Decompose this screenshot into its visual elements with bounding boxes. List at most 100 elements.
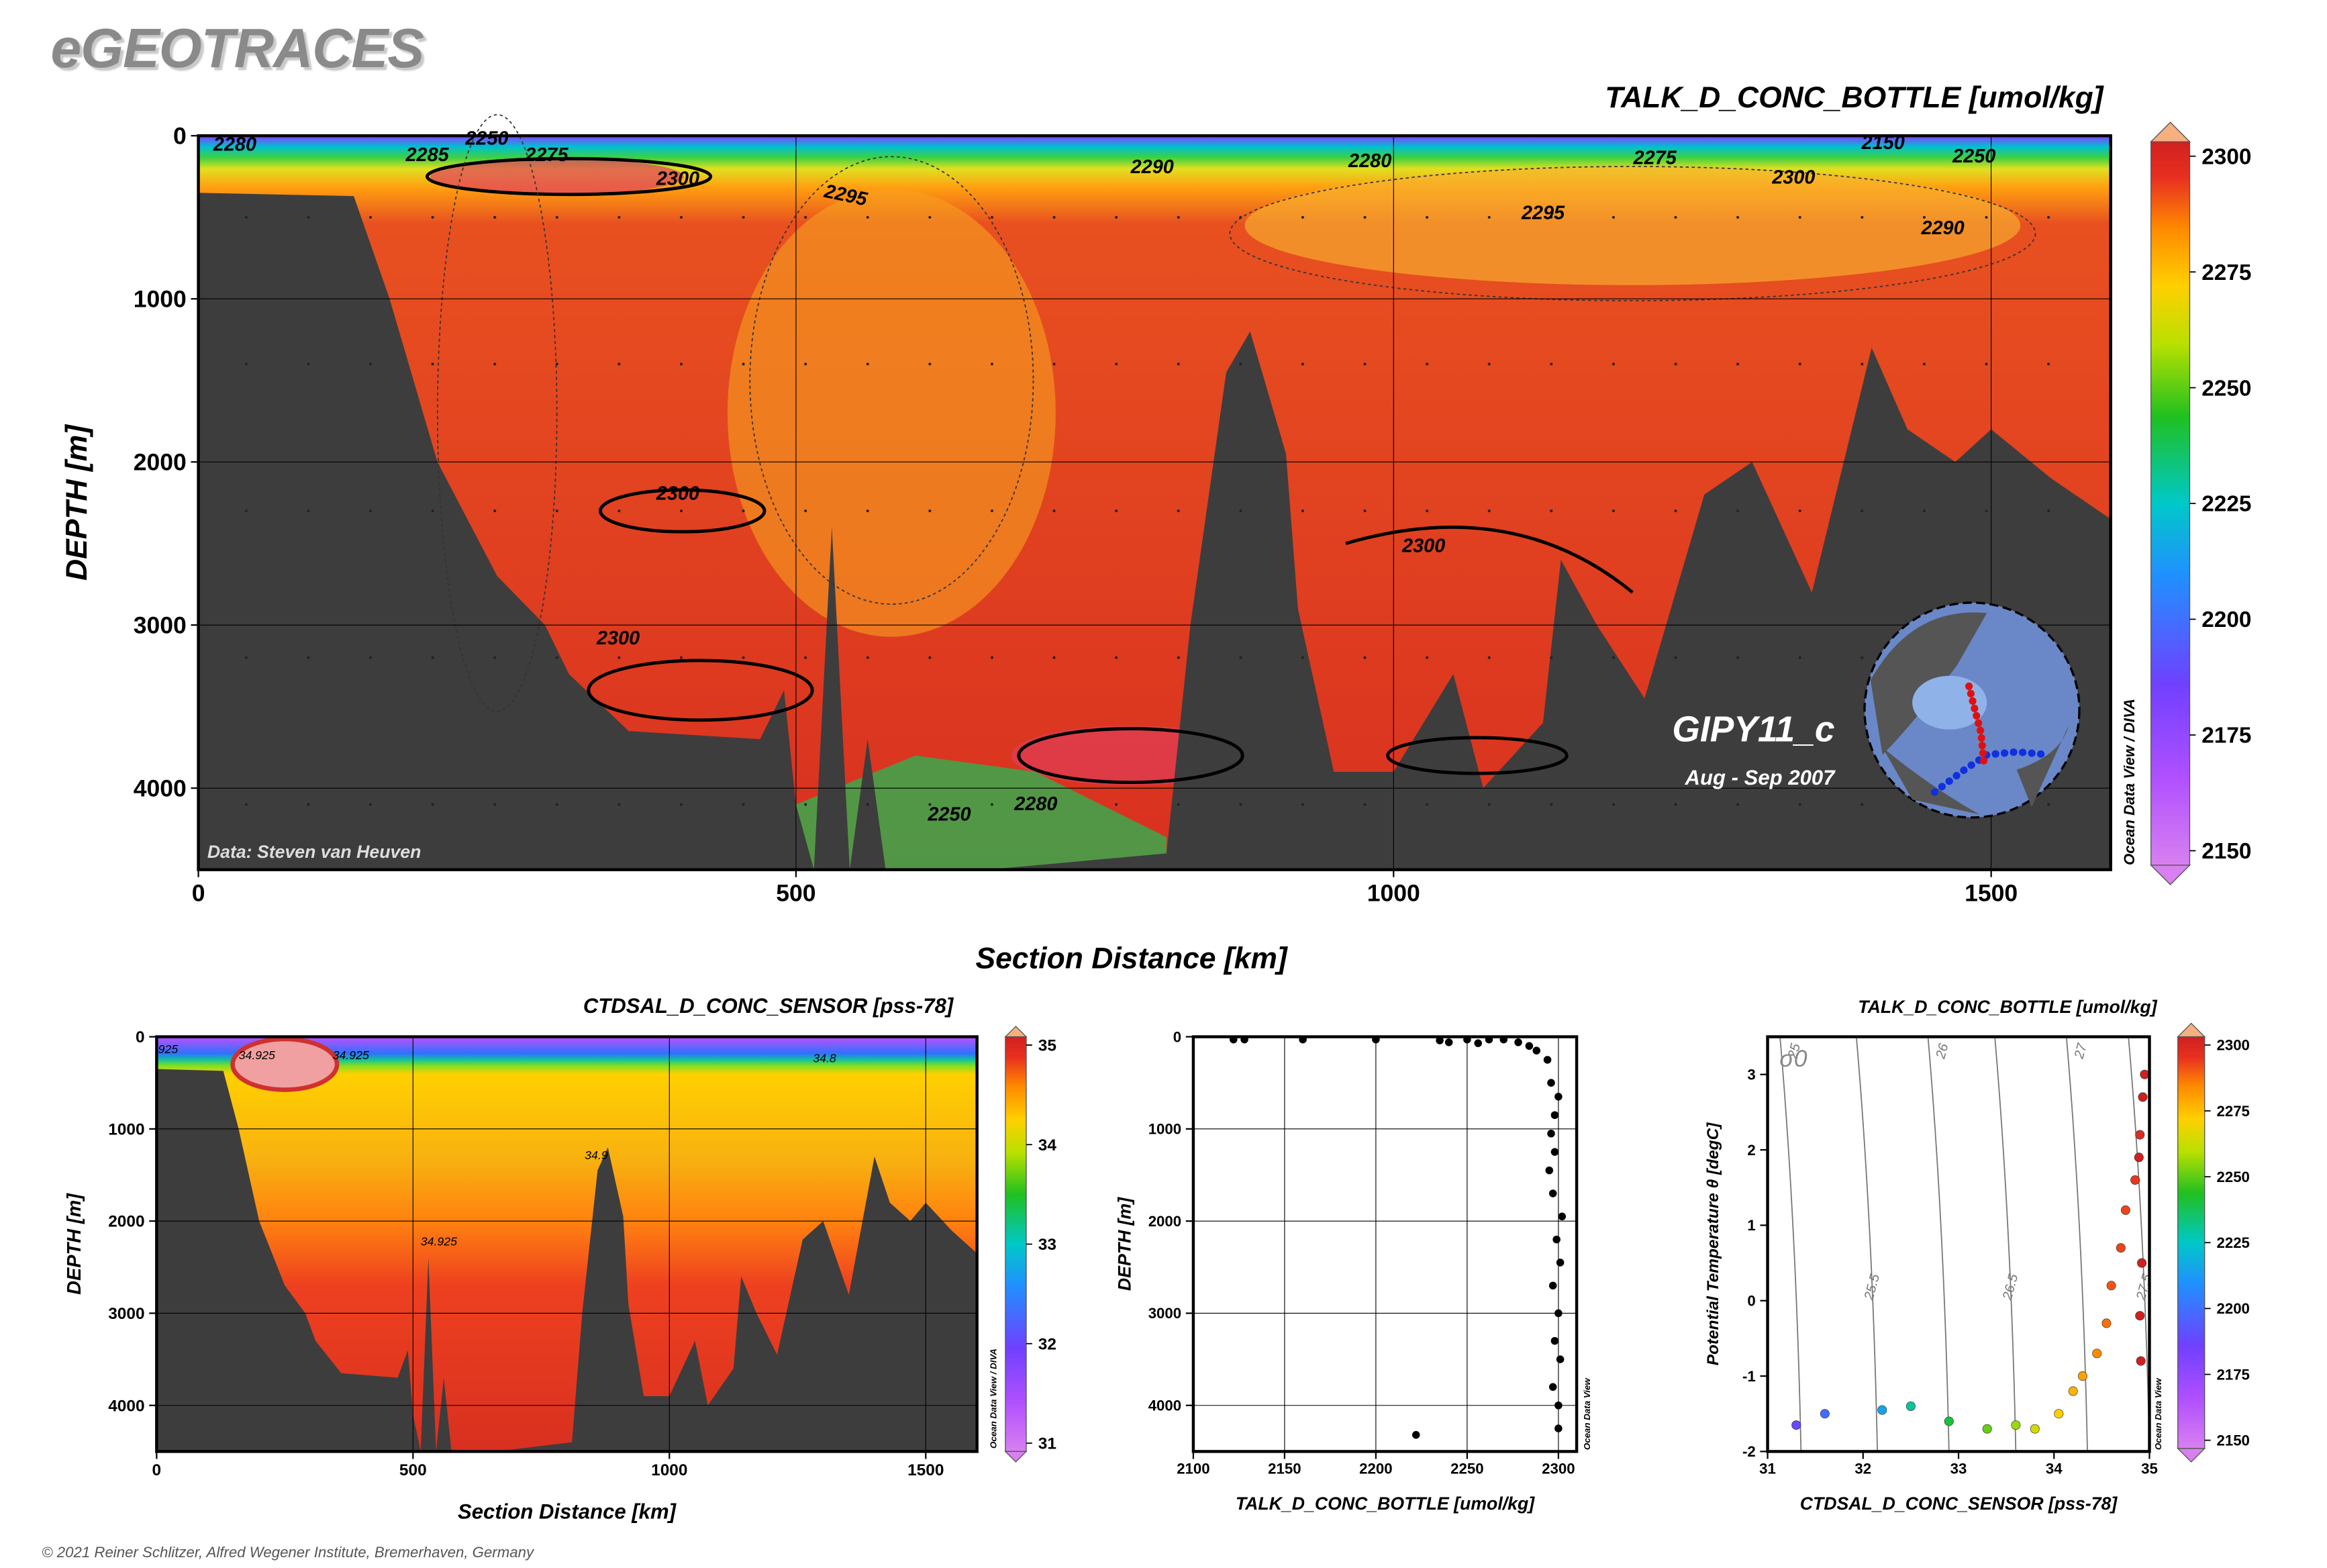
sample-dot bbox=[1115, 656, 1118, 659]
sample-dot bbox=[1922, 215, 1926, 219]
sample-dot bbox=[1115, 362, 1118, 366]
sample-dot bbox=[493, 509, 497, 513]
sample-dot bbox=[1363, 803, 1367, 806]
sample-dot bbox=[1798, 215, 1801, 219]
contour-dotted bbox=[1229, 166, 2036, 301]
sal-x-axis-label: Section Distance [km] bbox=[458, 1500, 677, 1523]
ts-point bbox=[2054, 1409, 2064, 1419]
ts-point bbox=[1791, 1420, 1801, 1430]
profile-point bbox=[1548, 1383, 1557, 1391]
tak-deep-band bbox=[795, 755, 1167, 870]
sample-dot bbox=[1177, 362, 1180, 366]
contour-label: 2285 bbox=[405, 144, 449, 166]
contour-line bbox=[587, 658, 814, 722]
sample-dot bbox=[2047, 509, 2050, 513]
sample-dot bbox=[307, 362, 310, 366]
sample-dot bbox=[244, 215, 248, 219]
sample-dot bbox=[1861, 803, 1864, 806]
contour-label: 925 bbox=[158, 1042, 179, 1056]
tak-y-tick-label: 2000 bbox=[134, 449, 187, 476]
sample-dot bbox=[1612, 656, 1615, 659]
ts-point bbox=[2140, 1069, 2150, 1079]
sample-dot bbox=[1426, 362, 1429, 366]
sample-dot bbox=[1674, 509, 1677, 513]
sample-dot bbox=[804, 803, 807, 806]
ts-colorbar-top-cap bbox=[2177, 1022, 2206, 1038]
sal-x-tick-label: 1500 bbox=[907, 1461, 944, 1479]
sample-dot bbox=[555, 362, 558, 366]
tak-y-tick-label: 0 bbox=[173, 123, 187, 150]
tak-x-tick-label: 1500 bbox=[1965, 879, 2018, 906]
tak-colorbar-tick-label: 2300 bbox=[2201, 144, 2251, 169]
contour-label: 2290 bbox=[1920, 217, 1964, 239]
profile-point bbox=[1548, 1281, 1557, 1290]
sample-dot bbox=[1301, 215, 1304, 219]
sample-dot bbox=[1861, 215, 1864, 219]
sample-dot bbox=[617, 509, 621, 513]
sample-dot bbox=[1487, 803, 1491, 806]
contour-label: 2250 bbox=[927, 803, 971, 825]
sample-dot bbox=[493, 362, 497, 366]
copyright-footer: © 2021 Reiner Schlitzer, Alfred Wegener … bbox=[42, 1545, 534, 1562]
sample-dot bbox=[1487, 362, 1491, 366]
ts-x-tick-label: 34 bbox=[2046, 1461, 2063, 1477]
tak-colorbar-tick-label: 2225 bbox=[2201, 492, 2251, 517]
contour-line bbox=[426, 156, 713, 197]
ts-y-tick-label: 1 bbox=[1747, 1217, 1755, 1234]
sample-dot bbox=[1550, 215, 1553, 219]
ts-x-tick-label: 33 bbox=[1950, 1461, 1967, 1477]
ts-colorbar-tick-label: 2150 bbox=[2216, 1432, 2249, 1449]
sample-dot bbox=[1363, 656, 1367, 659]
tak-y-axis-label: DEPTH [m] bbox=[60, 424, 93, 581]
sample-dot bbox=[1177, 215, 1180, 219]
sample-dot bbox=[1487, 509, 1491, 513]
sample-dot bbox=[1550, 656, 1553, 659]
profile-point bbox=[1532, 1046, 1541, 1055]
isopycnal-label: 25.5 bbox=[1861, 1272, 1883, 1302]
profile-point bbox=[1240, 1035, 1248, 1044]
sample-dot bbox=[928, 362, 932, 366]
ts-point bbox=[2030, 1424, 2040, 1434]
sample-dot bbox=[990, 656, 993, 659]
sal-colorbar-tick-label: 34 bbox=[1038, 1136, 1057, 1155]
profile-point bbox=[1556, 1259, 1565, 1267]
sal-colorbar-top-cap bbox=[1004, 1026, 1028, 1038]
sample-dot bbox=[1736, 656, 1740, 659]
profile-point bbox=[1550, 1336, 1559, 1345]
sample-dot bbox=[617, 803, 621, 806]
profile-point bbox=[1299, 1035, 1307, 1044]
sample-dot bbox=[1612, 215, 1615, 219]
sample-dot bbox=[1301, 362, 1304, 366]
ts-colorbar-bar bbox=[2177, 1036, 2206, 1449]
inset-map-track-blue bbox=[1930, 748, 2054, 796]
ts-point bbox=[1877, 1405, 1887, 1415]
sample-dot bbox=[368, 509, 372, 513]
contour-label: 2250 bbox=[1952, 146, 1995, 167]
sal-x-tick-label: 0 bbox=[152, 1461, 162, 1479]
sample-dot bbox=[742, 656, 745, 659]
sample-dot bbox=[804, 656, 807, 659]
sample-dot bbox=[1239, 803, 1242, 806]
profile-x-tick-label: 2300 bbox=[1542, 1461, 1575, 1477]
contour-label: 2290 bbox=[1130, 156, 1174, 178]
sample-dot bbox=[1798, 656, 1801, 659]
sample-dot bbox=[1239, 362, 1242, 366]
sample-dot bbox=[990, 362, 993, 366]
ts-point bbox=[2136, 1356, 2146, 1366]
sample-dot bbox=[1550, 803, 1553, 806]
sample-dot bbox=[2047, 362, 2050, 366]
sample-dot bbox=[866, 215, 869, 219]
sample-dot bbox=[368, 215, 372, 219]
sample-dot bbox=[1674, 803, 1677, 806]
profile-point bbox=[1525, 1042, 1534, 1050]
tak-colorbar-tick-label: 2200 bbox=[2201, 607, 2251, 632]
sample-dot bbox=[804, 215, 807, 219]
sample-dot bbox=[1798, 509, 1801, 513]
contour-label: 34.925 bbox=[421, 1235, 457, 1248]
sample-dot bbox=[1239, 509, 1242, 513]
sample-dot bbox=[1426, 215, 1429, 219]
profile-point bbox=[1372, 1035, 1380, 1044]
tak-colorbar-tick-label: 2275 bbox=[2201, 260, 2251, 285]
sample-dot bbox=[990, 215, 993, 219]
sample-dot bbox=[1487, 215, 1491, 219]
